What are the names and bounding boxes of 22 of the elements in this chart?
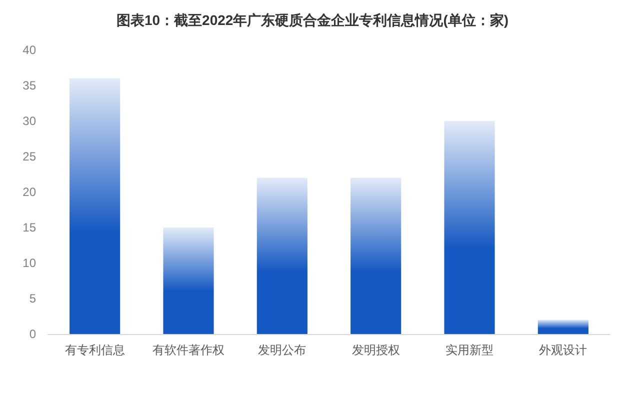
- bar: [444, 121, 495, 334]
- y-tick-label: 10: [22, 256, 36, 270]
- y-tick-label: 0: [29, 327, 36, 341]
- x-tick-label: 有专利信息: [64, 343, 125, 357]
- chart-title: 图表10：截至2022年广东硬质合金企业专利信息情况(单位：家): [116, 12, 509, 28]
- bar: [256, 178, 308, 334]
- y-tick-label: 25: [22, 150, 36, 164]
- x-tick-label: 实用新型: [446, 343, 494, 357]
- bar: [70, 78, 120, 334]
- x-tick-label: 发明公布: [258, 343, 306, 357]
- y-tick-label: 30: [22, 114, 36, 128]
- bar: [538, 320, 588, 334]
- y-tick-label: 5: [29, 292, 36, 306]
- bar: [163, 228, 214, 334]
- bar: [350, 178, 402, 334]
- y-tick-label: 15: [22, 220, 36, 234]
- y-tick-label: 40: [22, 43, 36, 57]
- y-tick-label: 35: [22, 78, 36, 92]
- x-tick-label: 外观设计: [539, 343, 588, 357]
- x-tick-label: 发明授权: [352, 343, 400, 357]
- y-tick-label: 20: [22, 185, 36, 199]
- x-tick-label: 有软件著作权: [152, 343, 224, 357]
